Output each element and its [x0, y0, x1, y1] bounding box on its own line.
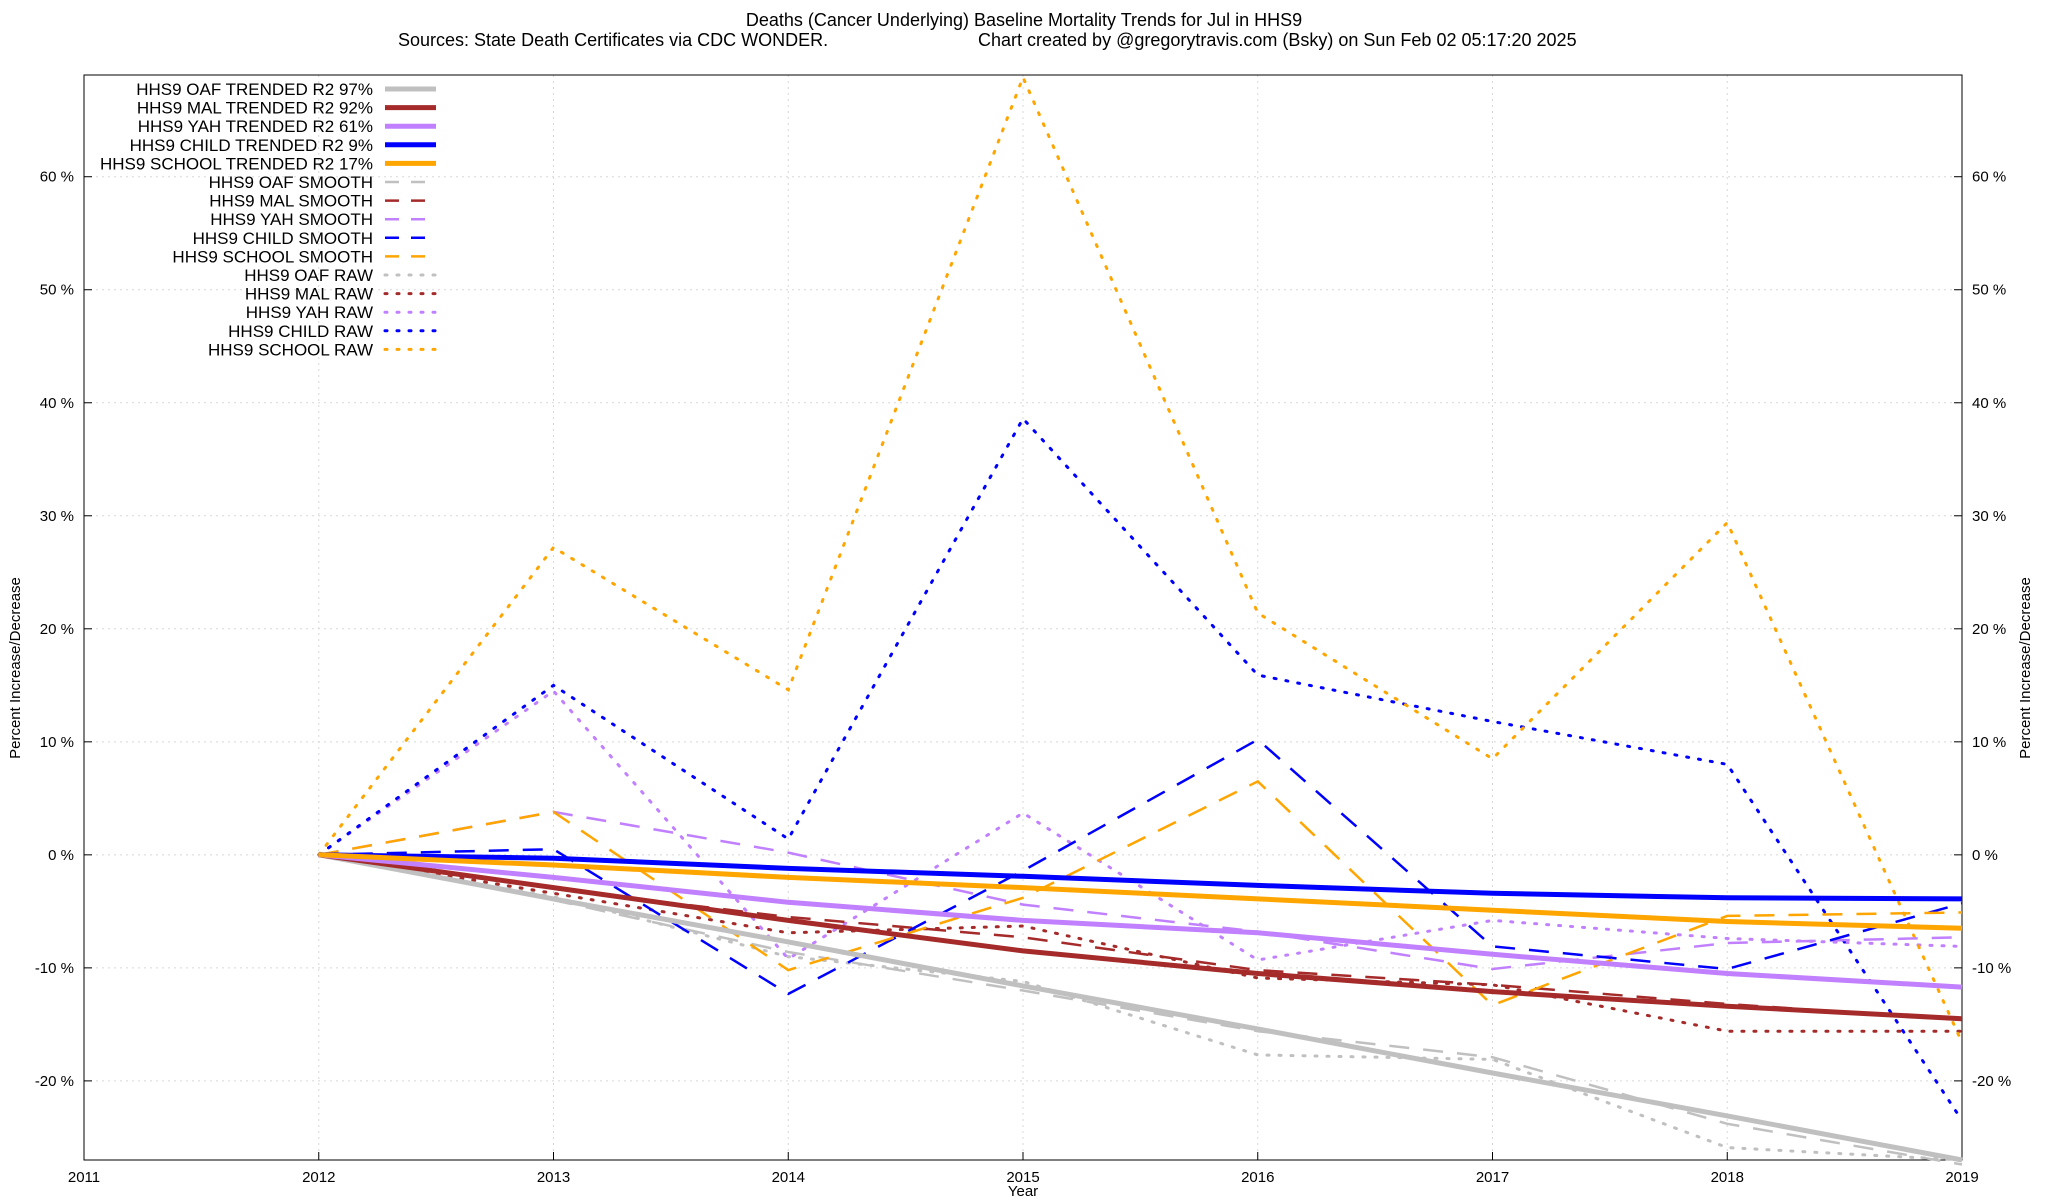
y2-tick-label: -20 % — [1972, 1073, 2011, 1090]
legend-entry-label: HHS9 OAF SMOOTH — [209, 173, 373, 192]
x-tick-label: 2017 — [1476, 1169, 1509, 1186]
legend-entry-label: HHS9 MAL TRENDED R2 92% — [137, 99, 373, 118]
series-line-0 — [318, 852, 1963, 1163]
x-tick-label: 2018 — [1711, 1169, 1744, 1186]
legend-entry-label: HHS9 YAH TRENDED R2 61% — [138, 117, 373, 136]
legend-entry-label: HHS9 MAL SMOOTH — [209, 192, 373, 211]
series-line-7 — [318, 810, 1963, 971]
chart-subtitle-left: Sources: State Death Certificates via CD… — [398, 30, 828, 50]
y-tick-label: 60 % — [40, 169, 74, 186]
series-line-8 — [318, 738, 1963, 996]
series-line-12 — [317, 689, 1964, 962]
x-tick-label: 2012 — [302, 1169, 335, 1186]
series-line-2 — [318, 852, 1963, 990]
y2-tick-label: 60 % — [1972, 169, 2006, 186]
legend-entry-label: HHS9 SCHOOL RAW — [208, 340, 373, 359]
chart-subtitle-right: Chart created by @gregorytravis.com (Bsk… — [978, 30, 1577, 50]
legend-entry-label: HHS9 MAL RAW — [245, 285, 373, 304]
series-line-3 — [318, 852, 1963, 902]
y-tick-label: 30 % — [40, 508, 74, 525]
x-tick-label: 2016 — [1241, 1169, 1274, 1186]
series-line-11 — [317, 853, 1964, 1033]
y2-tick-label: 0 % — [1972, 847, 1998, 864]
y-axis-label: Percent Increase/Decrease — [7, 577, 24, 759]
y2-axis-label: Percent Increase/Decrease — [2017, 577, 2034, 759]
legend-entry-label: HHS9 CHILD TRENDED R2 9% — [130, 136, 373, 155]
series-line-4 — [318, 852, 1963, 931]
legend-entry-label: HHS9 YAH SMOOTH — [210, 210, 373, 229]
x-tick-label: 2013 — [537, 1169, 570, 1186]
y-tick-label: 0 % — [48, 847, 74, 864]
y2-tick-label: 30 % — [1972, 508, 2006, 525]
legend-entry-label: HHS9 SCHOOL SMOOTH — [172, 247, 373, 266]
y2-tick-label: 50 % — [1972, 282, 2006, 299]
legend: HHS9 OAF TRENDED R2 97%HHS9 MAL TRENDED … — [100, 80, 438, 359]
legend-entry-label: HHS9 OAF TRENDED R2 97% — [136, 80, 373, 99]
legend-entry-label: HHS9 CHILD SMOOTH — [193, 229, 373, 248]
series-group — [317, 73, 1964, 1166]
y-tick-label: 40 % — [40, 395, 74, 412]
x-tick-label: 2015 — [1006, 1169, 1039, 1186]
series-line-5 — [318, 853, 1963, 1166]
y-tick-label: 10 % — [40, 734, 74, 751]
legend-entry-label: HHS9 OAF RAW — [244, 266, 373, 285]
x-tick-label: 2019 — [1945, 1169, 1978, 1186]
y-tick-label: -20 % — [35, 1073, 74, 1090]
chart-title: Deaths (Cancer Underlying) Baseline Mort… — [746, 10, 1302, 30]
series-line-9 — [318, 779, 1963, 1007]
x-tick-label: 2011 — [68, 1169, 100, 1186]
legend-entry-label: HHS9 YAH RAW — [246, 303, 373, 322]
y2-tick-label: -10 % — [1972, 960, 2011, 977]
y-tick-label: -10 % — [35, 960, 74, 977]
y2-tick-label: 10 % — [1972, 734, 2006, 751]
legend-entry-label: HHS9 CHILD RAW — [228, 322, 373, 341]
x-tick-label: 2014 — [772, 1169, 805, 1186]
series-line-13 — [317, 416, 1964, 1122]
axis-ticks: 2011 2012 2013 2014 2015 2016 2017 2018 2019 -20 … — [35, 169, 2011, 1186]
y-tick-label: 20 % — [40, 621, 74, 638]
y2-tick-label: 40 % — [1972, 395, 2006, 412]
series-line-1 — [318, 852, 1963, 1022]
series-line-14 — [317, 73, 1964, 1044]
y2-tick-label: 20 % — [1972, 621, 2006, 638]
legend-entry-label: HHS9 SCHOOL TRENDED R2 17% — [100, 154, 373, 173]
y-tick-label: 50 % — [40, 282, 74, 299]
x-axis-label: Year — [1008, 1183, 1038, 1200]
